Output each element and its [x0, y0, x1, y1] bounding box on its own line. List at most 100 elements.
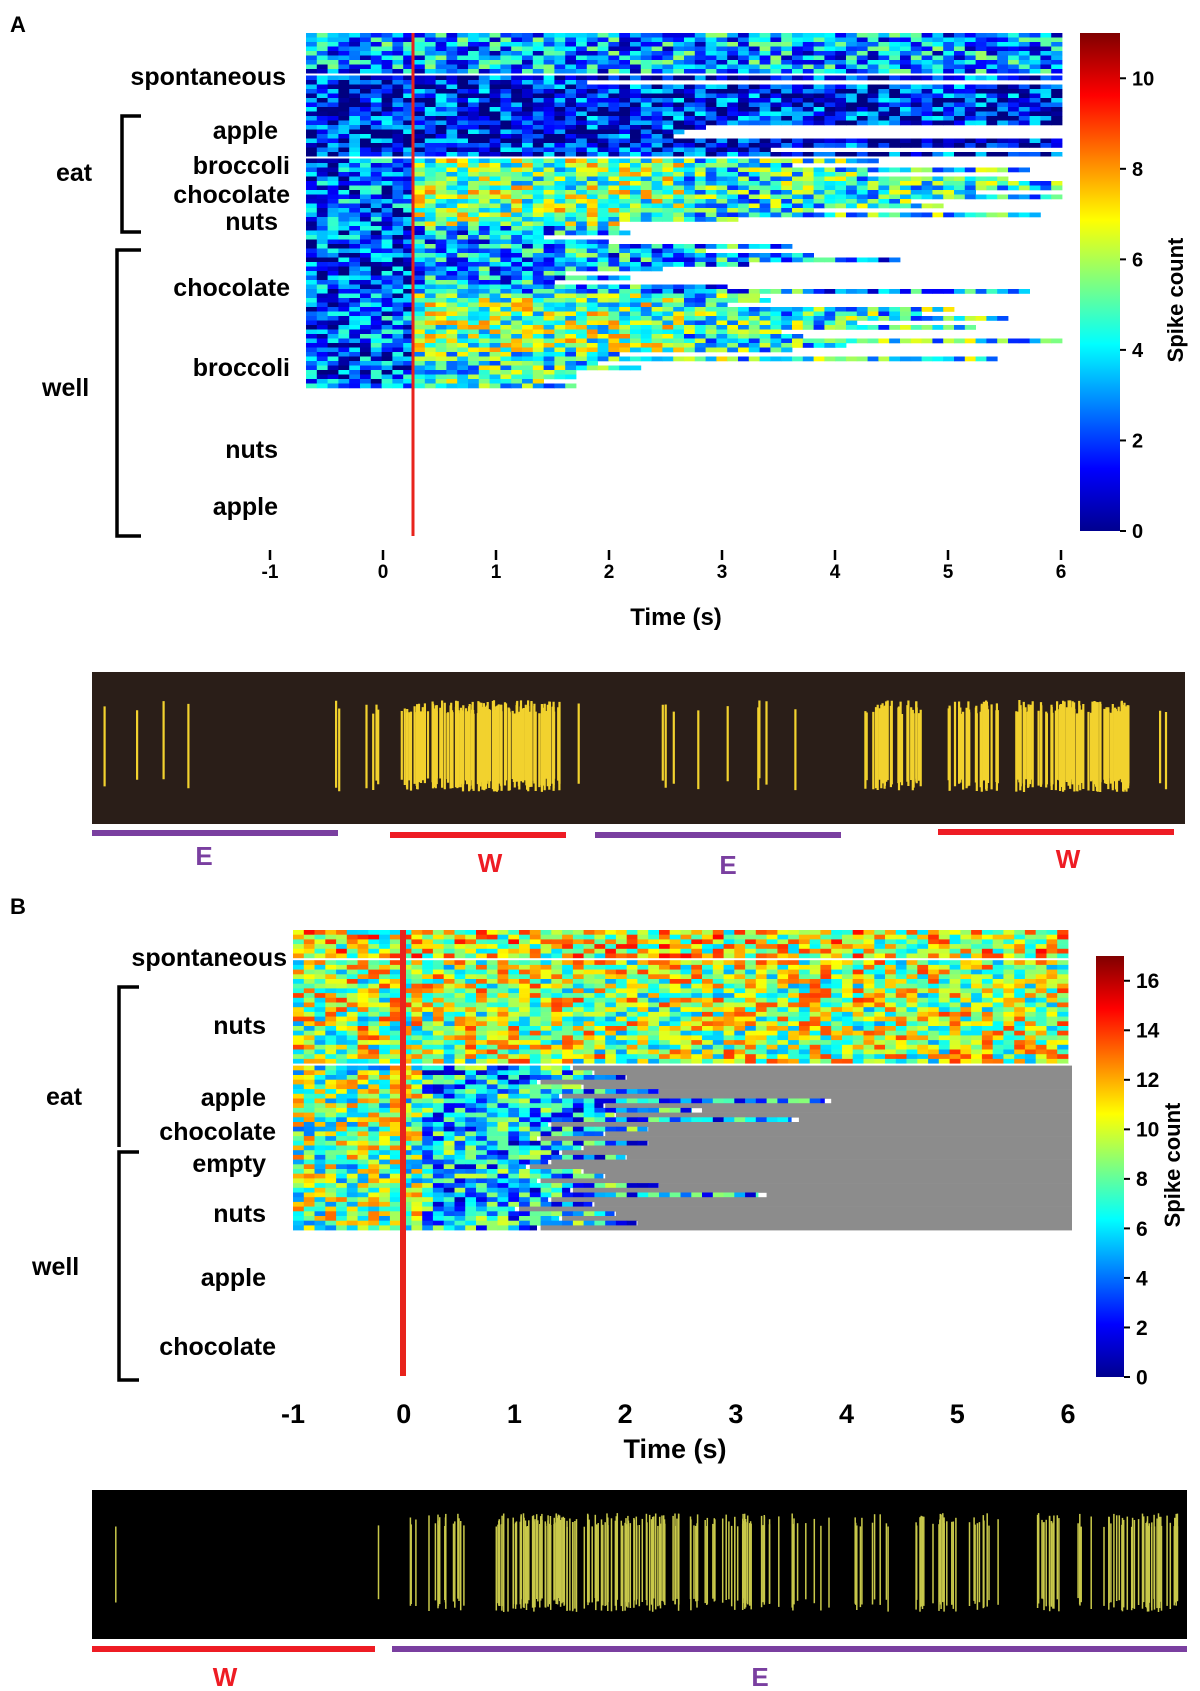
heatmap-cell	[673, 343, 685, 348]
heatmap-cell	[327, 374, 339, 380]
heatmap-cell	[597, 102, 609, 108]
heatmap-cell	[608, 163, 620, 168]
heatmap-cell	[327, 42, 339, 47]
heatmap-cell	[1029, 69, 1041, 74]
heatmap-cell	[511, 134, 523, 139]
heatmap-cell	[370, 248, 382, 254]
heatmap-cell	[381, 343, 393, 348]
heatmap-cell	[813, 289, 825, 294]
heatmap-cell	[846, 212, 858, 218]
heatmap-cell	[360, 352, 372, 357]
heatmap-cell	[338, 55, 350, 61]
heatmap-cell	[457, 89, 469, 94]
heatmap-cell	[443, 930, 455, 935]
heatmap-cell	[293, 939, 305, 945]
heatmap-cell	[554, 298, 566, 303]
heatmap-cell	[403, 46, 415, 52]
heatmap-cell	[500, 107, 512, 112]
heatmap-cell	[338, 138, 350, 144]
heatmap-cell	[468, 194, 480, 200]
heatmap-cell	[835, 167, 847, 173]
heatmap-cell	[619, 172, 631, 177]
heatmap-cell	[766, 934, 778, 940]
heatmap-cell	[640, 93, 652, 99]
heatmap-cell	[532, 226, 544, 231]
heatmap-cell	[565, 64, 577, 70]
heatmap-cell	[727, 293, 739, 299]
heatmap-cell	[508, 930, 520, 935]
heatmap-cell	[522, 230, 534, 236]
heatmap-cell	[435, 253, 447, 258]
heatmap-cell	[565, 120, 577, 126]
heatmap-cell	[856, 311, 868, 317]
heatmap-cell	[316, 42, 328, 47]
heatmap-cell	[684, 185, 696, 191]
heatmap-cell	[792, 307, 804, 312]
heatmap-cell	[511, 111, 523, 117]
heatmap-cell	[964, 42, 976, 47]
heatmap-cell	[511, 284, 523, 290]
heatmap-cell	[532, 347, 544, 353]
heatmap-cell	[468, 383, 480, 389]
heatmap-cell	[1046, 948, 1058, 954]
heatmap-cell	[338, 248, 350, 254]
heatmap-cell	[446, 302, 458, 308]
heatmap-cell	[325, 939, 337, 945]
heatmap-cell	[403, 284, 415, 290]
heatmap-cell	[964, 194, 976, 200]
heatmap-cell	[802, 60, 814, 65]
heatmap-cell	[770, 311, 782, 317]
heatmap-cell	[349, 320, 361, 326]
heatmap-cell	[813, 343, 825, 348]
heatmap-cell	[519, 934, 531, 940]
heatmap-cell	[889, 167, 901, 173]
heatmap-cell	[680, 960, 692, 966]
heatmap-cell	[414, 230, 426, 236]
heatmap-cell	[777, 948, 789, 954]
heatmap-cell	[489, 329, 501, 335]
heatmap-cell	[734, 944, 746, 950]
heatmap-cell	[316, 51, 328, 56]
heatmap-cell	[975, 152, 987, 157]
heatmap-cell	[917, 948, 929, 954]
heatmap-cell	[576, 221, 588, 227]
heatmap-cell	[500, 203, 512, 209]
heatmap-cell	[403, 120, 415, 126]
heatmap-cell	[889, 289, 901, 294]
heatmap-cell	[522, 172, 534, 177]
heatmap-cell	[446, 370, 458, 375]
heatmap-cell	[468, 158, 480, 164]
heatmap-cell	[489, 221, 501, 227]
heatmap-cell	[1051, 46, 1063, 52]
heatmap-cell	[878, 102, 890, 108]
heatmap-cell	[759, 343, 771, 348]
heatmap-cell	[349, 248, 361, 254]
heatmap-cell	[303, 944, 315, 950]
heatmap-cell	[565, 325, 577, 330]
heatmap-cell	[468, 365, 480, 371]
heatmap-cell	[824, 185, 836, 191]
heatmap-cell	[748, 116, 760, 121]
heatmap-cell	[576, 217, 588, 222]
heatmap-cell	[489, 125, 501, 130]
heatmap-cell	[327, 75, 339, 81]
heatmap-cell	[511, 374, 523, 380]
heatmap-cell	[576, 42, 588, 47]
heatmap-cell	[422, 964, 434, 970]
heatmap-cell	[446, 176, 458, 182]
heatmap-cell	[424, 302, 436, 308]
heatmap-cell	[457, 80, 469, 85]
heatmap-cell	[1051, 120, 1063, 126]
heatmap-cell	[392, 316, 404, 321]
heatmap-cell	[716, 33, 728, 38]
heatmap-cell	[662, 302, 674, 308]
heatmap-cell	[662, 248, 674, 254]
heatmap-cell	[1008, 111, 1020, 117]
heatmap-cell	[576, 185, 588, 191]
heatmap-cell	[316, 347, 328, 353]
heatmap-cell	[381, 46, 393, 52]
heatmap-cell	[392, 244, 404, 249]
heatmap-cell	[424, 172, 436, 177]
heatmap-cell	[1040, 33, 1052, 38]
heatmap-cell	[565, 338, 577, 344]
